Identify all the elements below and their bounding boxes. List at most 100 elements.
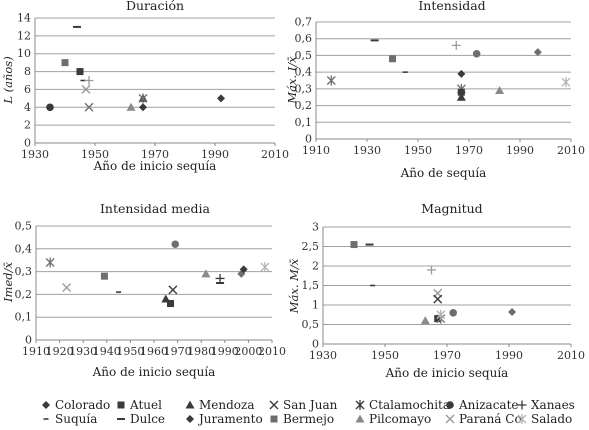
chart-title: Intensidad: [418, 0, 485, 13]
x-tick-label: 1970: [433, 349, 461, 362]
x-tick-label: 1960: [140, 345, 168, 358]
data-point-juramento: [508, 308, 517, 317]
y-tick-label: 0,5: [302, 318, 320, 331]
data-point-ctalamochita: [138, 93, 148, 104]
legend-label: Bermejo: [283, 412, 334, 426]
data-point-xanaes: [427, 265, 436, 275]
y-axis-label: Máx. I/x̄: [285, 56, 299, 105]
x-tick-label: 1970: [164, 345, 192, 358]
x-tick-label: 1920: [46, 345, 74, 358]
data-point-salado: [326, 75, 336, 86]
y-tick-label: 0: [24, 137, 31, 150]
y-tick-label: 0,2: [295, 99, 313, 112]
y-tick-label: 3: [312, 221, 319, 234]
data-point-juramento: [239, 265, 248, 274]
legend: Colorado Atuel Mendoza San Juan Ctalamochita…: [42, 398, 575, 426]
chart-panel-2: 0 0,1 0,2 0,3 0,4 0,5 0,6 0,7 1910 1930 1950 1970 19…: [285, 0, 585, 180]
y-tick-label: 2: [312, 260, 319, 273]
chart-panel-1: 0 2 4 6 8 10 12 14 1930 1950 1970 1990 2010 Duración A…: [1, 0, 289, 173]
data-point-bermejo: [100, 272, 108, 280]
x-tick-label: 1930: [309, 349, 337, 362]
legend-marker-san-juan: [269, 400, 279, 410]
x-axis-label: Año de inicio sequía: [385, 366, 509, 380]
y-tick-label: 0,4: [295, 66, 313, 79]
legend-label: Xanaes: [531, 398, 575, 412]
legend-label: Salado: [531, 412, 572, 426]
legend-marker-juramento: [186, 415, 194, 423]
y-tick-label: 1,5: [302, 279, 320, 292]
y-axis-label: Máx. M/x̄: [287, 258, 301, 314]
legend-label: Suquía: [55, 412, 97, 426]
y-tick-label: 0,5: [295, 49, 313, 62]
y-tick-label: 0: [305, 133, 312, 146]
chart-panel-3: 0 0,1 0,2 0,3 0,4 0,5 191019201930194019501960…: [1, 201, 286, 379]
y-tick-label: 0,6: [295, 32, 313, 45]
legend-label: Colorado: [55, 398, 110, 412]
x-tick-label: 1930: [353, 144, 381, 157]
y-tick-label: 2: [24, 119, 31, 132]
x-tick-label: 2010: [261, 148, 289, 161]
x-tick-label: 1950: [404, 144, 432, 157]
x-tick-label: 2010: [557, 144, 585, 157]
x-tick-label: 1990: [201, 148, 229, 161]
data-point-salado: [260, 262, 270, 273]
legend-label: Anizacate: [458, 398, 519, 412]
data-point-juramento: [533, 48, 542, 57]
y-tick-label: 0: [25, 334, 32, 347]
legend-marker-bermejo: [270, 415, 278, 423]
data-point-atuel: [76, 68, 84, 76]
data-point-salado: [436, 309, 446, 320]
y-tick-label: 0,5: [15, 220, 33, 233]
x-tick-label: 1970: [455, 144, 483, 157]
data-point-bermejo: [389, 55, 396, 63]
data-point-san-juan: [168, 285, 178, 295]
legend-label: Paraná Co: [459, 412, 522, 426]
x-tick-label: 1990: [495, 349, 523, 362]
y-tick-label: 12: [17, 29, 31, 42]
legend-label: Juramento: [197, 412, 263, 426]
x-tick-label: 1930: [21, 148, 49, 161]
data-point-san-juan: [84, 102, 94, 112]
y-tick-label: 2,5: [302, 240, 320, 253]
y-tick-label: 0,1: [15, 311, 33, 324]
chart-title: Duración: [126, 0, 184, 13]
data-point-pilcomayo: [201, 269, 211, 278]
data-point-paran-co: [62, 283, 72, 293]
legend-label: Pilcomayo: [369, 412, 431, 426]
x-tick-label: 1930: [69, 345, 97, 358]
legend-marker-atuel: [117, 401, 125, 409]
y-tick-label: 0,4: [15, 242, 33, 255]
y-axis-label: L (años): [1, 56, 15, 104]
legend-marker-colorado: [42, 401, 50, 409]
data-point-xanaes: [84, 76, 94, 85]
x-tick-label: 1990: [506, 144, 534, 157]
data-point-colorado: [46, 103, 54, 112]
legend-label: Dulce: [130, 412, 165, 426]
data-point-ctalamochita: [45, 257, 55, 268]
x-tick-label: 1950: [81, 148, 109, 161]
data-point-juramento: [217, 94, 225, 103]
y-tick-label: 4: [24, 101, 31, 114]
y-tick-label: 6: [24, 83, 31, 96]
legend-marker-xanaes: [517, 400, 527, 410]
data-point-pilcomayo: [495, 86, 505, 95]
data-point-atuel: [61, 59, 69, 67]
x-tick-label: 1950: [371, 349, 399, 362]
data-point-anizacate: [171, 240, 180, 249]
x-axis-label: Año de inicio sequía: [93, 159, 217, 173]
data-point-salado: [561, 77, 571, 88]
legend-label: Ctalamochita: [369, 398, 450, 412]
legend-marker-salado: [517, 414, 527, 424]
data-point-pilcomayo: [126, 102, 136, 111]
data-point-colorado: [139, 103, 147, 112]
legend-marker-pilcomayo: [355, 414, 365, 423]
legend-label: Mendoza: [199, 398, 255, 412]
data-point-xanaes: [451, 40, 461, 50]
y-tick-label: 14: [17, 12, 31, 25]
legend-marker-mendoza: [185, 400, 195, 409]
x-tick-label: 1910: [302, 144, 330, 157]
y-tick-label: 0,1: [295, 116, 313, 129]
legend-marker-anizacate: [446, 401, 454, 409]
x-tick-label: 1910: [22, 345, 50, 358]
